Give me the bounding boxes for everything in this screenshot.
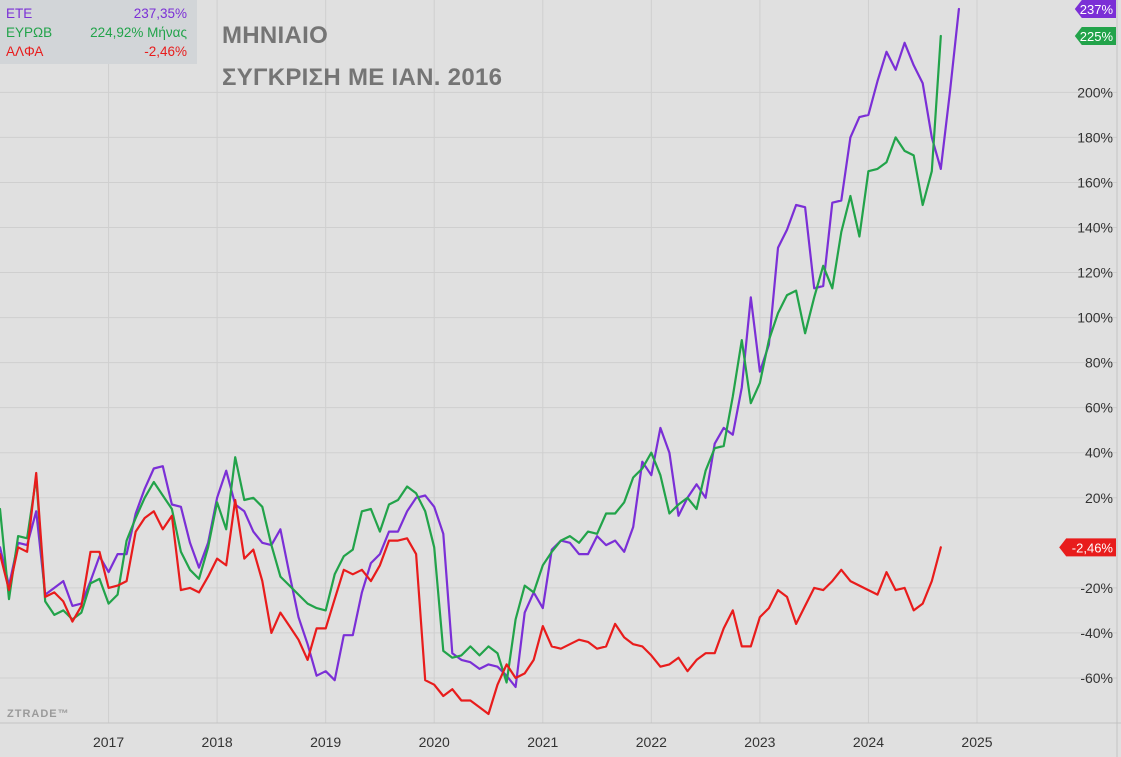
y-tick-label: -40% — [1080, 625, 1113, 641]
series-line[interactable] — [0, 7, 961, 689]
x-tick-label: 2025 — [961, 734, 992, 750]
x-tick-label: 2017 — [93, 734, 124, 750]
legend-item-ete[interactable]: ΕΤΕ 237,35% — [6, 6, 187, 24]
x-tick-label: 2023 — [744, 734, 775, 750]
x-tick-label: 2021 — [527, 734, 558, 750]
y-tick-label: 20% — [1085, 490, 1113, 506]
legend: ΕΤΕ 237,35% ΕΥΡΩΒ 224,92% Μήνας ΑΛΦΑ -2,… — [0, 0, 197, 64]
y-tick-label: 180% — [1077, 129, 1113, 145]
ztrade-watermark: ZTRADE™ — [7, 708, 70, 720]
y-tick-label: 120% — [1077, 265, 1113, 281]
legend-item-alfa[interactable]: ΑΛΦΑ -2,46% — [6, 44, 187, 62]
x-tick-label: 2024 — [853, 734, 884, 750]
y-tick-label: 60% — [1085, 400, 1113, 416]
y-tick-label: 200% — [1077, 84, 1113, 100]
legend-value: -2,46% — [144, 44, 187, 59]
y-axis-ticks: -60% -40% -20% 20% 40% 60% 80% 100% 120% 140% 160%… — [1077, 84, 1113, 686]
x-tick-label: 2018 — [202, 734, 233, 750]
legend-name: ΑΛΦΑ — [6, 44, 44, 59]
legend-value: 224,92% Μήνας — [90, 25, 187, 40]
y-tick-label: 160% — [1077, 174, 1113, 190]
grid-lines — [0, 0, 1117, 723]
x-tick-label: 2020 — [419, 734, 450, 750]
legend-name: ΕΤΕ — [6, 6, 33, 21]
svg-text:-2,46%: -2,46% — [1072, 540, 1114, 555]
y-tick-label: 80% — [1085, 355, 1113, 371]
legend-value: 237,35% — [133, 6, 187, 21]
legend-item-eurob[interactable]: ΕΥΡΩΒ 224,92% Μήνας — [6, 25, 187, 43]
chart-title-line2: ΣΥΓΚΡΙΣΗ ΜΕ ΙΑΝ. 2016 — [222, 64, 503, 91]
series-line[interactable] — [0, 471, 942, 716]
y-tick-label: 40% — [1085, 445, 1113, 461]
x-axis-ticks: 2017 2018 2019 2020 2021 2022 2023 2024 2025 — [93, 734, 993, 750]
chart-title-line1: ΜΗΝΙΑΙΟ — [222, 22, 329, 49]
y-tick-label: -60% — [1080, 670, 1113, 686]
y-tick-label: 140% — [1077, 219, 1113, 235]
value-badge: -2,46% — [1059, 538, 1116, 557]
x-tick-label: 2022 — [636, 734, 667, 750]
value-badge: 225% — [1074, 27, 1116, 46]
series-line[interactable] — [0, 34, 942, 684]
svg-text:237%: 237% — [1080, 2, 1114, 17]
y-tick-label: 100% — [1077, 310, 1113, 326]
series-lines — [0, 7, 961, 716]
y-tick-label: -20% — [1080, 580, 1113, 596]
x-tick-label: 2019 — [310, 734, 341, 750]
value-badge: 237% — [1074, 0, 1116, 19]
value-badges: 237% 225% -2,46% — [1059, 0, 1116, 557]
svg-text:225%: 225% — [1080, 29, 1114, 44]
legend-name: ΕΥΡΩΒ — [6, 25, 53, 40]
